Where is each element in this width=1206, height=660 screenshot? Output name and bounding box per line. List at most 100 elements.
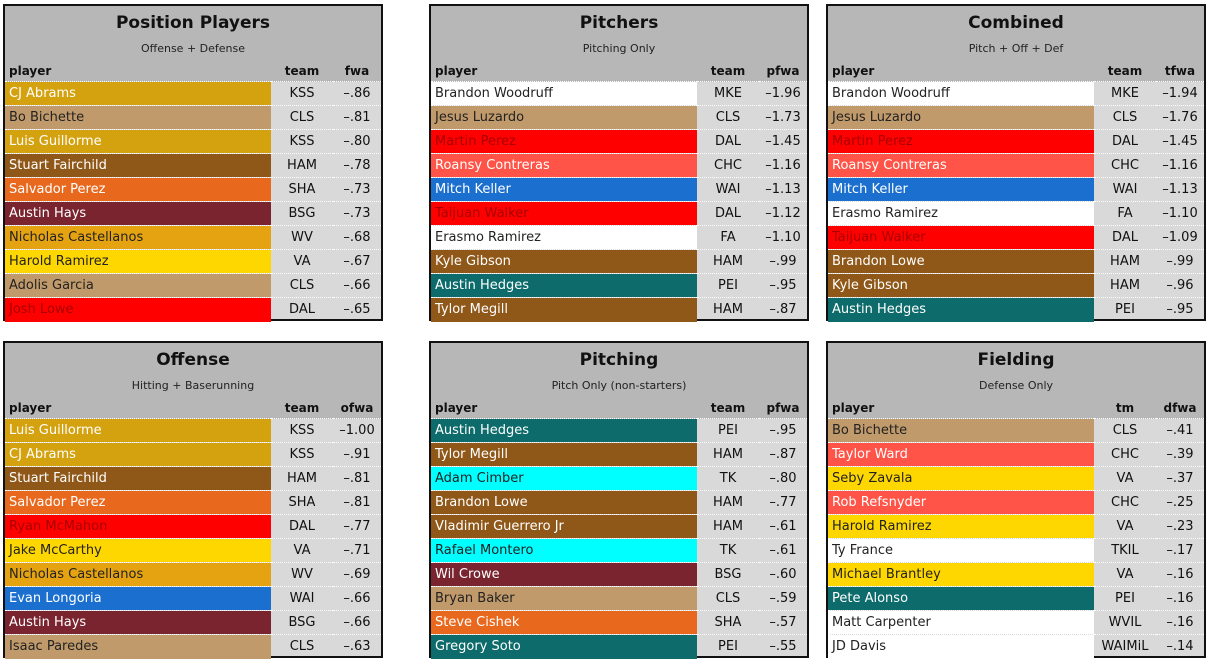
table-row: Wil Crowe BSG –.60 (431, 562, 807, 587)
team-cell: VA (1094, 514, 1156, 539)
table-row: Salvador Perez SHA –.73 (5, 177, 381, 202)
player-cell: Adam Cimber (431, 466, 697, 491)
team-cell: BSG (271, 610, 333, 635)
player-cell: Nicholas Castellanos (5, 225, 271, 250)
column-header: player (431, 61, 697, 82)
player-cell: Adolis Garcia (5, 273, 271, 298)
table-row: Austin Hays BSG –.66 (5, 610, 381, 635)
value-cell: –.16 (1156, 562, 1204, 587)
table-row: Adam Cimber TK –.80 (431, 466, 807, 491)
table-row: Michael Brantley VA –.16 (828, 562, 1204, 587)
player-cell: Gregory Soto (431, 634, 697, 659)
value-cell: –.60 (759, 562, 807, 587)
team-cell: WAIMiL (1094, 634, 1156, 659)
column-header: player (5, 398, 271, 419)
player-cell: Erasmo Ramirez (828, 201, 1094, 226)
player-cell: Wil Crowe (431, 562, 697, 587)
player-cell: Austin Hedges (431, 273, 697, 298)
ranking-table: player team tfwa Brandon Woodruff MKE –1.94 Je… (828, 61, 1204, 322)
value-cell: –.77 (759, 490, 807, 515)
table-row: Austin Hedges PEI –.95 (431, 273, 807, 298)
value-cell: –.86 (333, 81, 381, 106)
value-cell: –.59 (759, 586, 807, 611)
team-cell: MKE (697, 81, 759, 106)
player-cell: Erasmo Ramirez (431, 225, 697, 250)
team-cell: WV (271, 562, 333, 587)
panel-subtitle: Pitching Only (582, 42, 656, 55)
team-cell: HAM (697, 514, 759, 539)
player-cell: Harold Ramirez (5, 249, 271, 274)
value-cell: –1.96 (759, 81, 807, 106)
panel-title: Combined (968, 13, 1064, 33)
table-row: Rafael Montero TK –.61 (431, 538, 807, 563)
table-row: Nicholas Castellanos WV –.68 (5, 225, 381, 250)
team-cell: WVIL (1094, 610, 1156, 635)
column-header: player (431, 398, 697, 419)
value-cell: –.17 (1156, 538, 1204, 563)
value-cell: –.69 (333, 562, 381, 587)
panel-header: Pitching Pitch Only (non-starters) (431, 343, 807, 398)
value-cell: –.99 (759, 249, 807, 274)
panel-title: Offense (156, 350, 230, 370)
team-cell: CLS (1094, 105, 1156, 130)
table-row: Matt Carpenter WVIL –.16 (828, 610, 1204, 635)
ranking-table: player tm dfwa Bo Bichette CLS –.41 Taylor War… (828, 398, 1204, 659)
player-cell: Taijuan Walker (828, 225, 1094, 250)
value-cell: –.65 (333, 297, 381, 322)
value-cell: –.61 (759, 538, 807, 563)
table-row: Brandon Woodruff MKE –1.94 (828, 81, 1204, 106)
team-cell: HAM (1094, 249, 1156, 274)
team-cell: DAL (697, 201, 759, 226)
value-cell: –.23 (1156, 514, 1204, 539)
player-cell: Martin Perez (431, 129, 697, 154)
value-cell: –.68 (333, 225, 381, 250)
team-cell: CHC (1094, 490, 1156, 515)
table-row: Kyle Gibson HAM –.96 (828, 273, 1204, 298)
value-cell: –1.76 (1156, 105, 1204, 130)
player-cell: Brandon Woodruff (828, 81, 1094, 106)
table-row: Taijuan Walker DAL –1.09 (828, 225, 1204, 250)
player-cell: Isaac Paredes (5, 634, 271, 659)
player-cell: Kyle Gibson (431, 249, 697, 274)
team-cell: SHA (271, 177, 333, 202)
table-row: Austin Hays BSG –.73 (5, 201, 381, 226)
panel: Pitching Pitch Only (non-starters) player t… (429, 341, 809, 659)
table-row: Rob Refsnyder CHC –.25 (828, 490, 1204, 515)
player-cell: JD Davis (828, 634, 1094, 659)
value-cell: –.78 (333, 153, 381, 178)
player-cell: Harold Ramirez (828, 514, 1094, 539)
value-cell: –.55 (759, 634, 807, 659)
column-header: ofwa (333, 398, 381, 419)
value-cell: –.81 (333, 490, 381, 515)
table-row: Gregory Soto PEI –.55 (431, 634, 807, 659)
value-cell: –.41 (1156, 418, 1204, 443)
player-cell: Evan Longoria (5, 586, 271, 611)
player-cell: Jake McCarthy (5, 538, 271, 563)
table-row: Pete Alonso PEI –.16 (828, 586, 1204, 611)
team-cell: DAL (1094, 225, 1156, 250)
value-cell: –.80 (759, 466, 807, 491)
value-cell: –.61 (759, 514, 807, 539)
table-row: Salvador Perez SHA –.81 (5, 490, 381, 515)
table-row: Austin Hedges PEI –.95 (828, 297, 1204, 322)
panel-title: Fielding (977, 350, 1055, 370)
table-row: Mitch Keller WAI –1.13 (828, 177, 1204, 202)
value-cell: –.87 (759, 297, 807, 322)
value-cell: –1.45 (759, 129, 807, 154)
team-cell: DAL (271, 297, 333, 322)
team-cell: PEI (697, 273, 759, 298)
team-cell: FA (697, 225, 759, 250)
table-row: Brandon Lowe HAM –.99 (828, 249, 1204, 274)
panel-header: Offense Hitting + Baserunning (5, 343, 381, 398)
team-cell: KSS (271, 81, 333, 106)
player-cell: Tylor Megill (431, 442, 697, 467)
column-header: tm (1094, 398, 1156, 419)
team-cell: TK (697, 538, 759, 563)
value-cell: –.66 (333, 610, 381, 635)
value-cell: –.81 (333, 105, 381, 130)
table-row: Bryan Baker CLS –.59 (431, 586, 807, 611)
team-cell: BSG (271, 201, 333, 226)
table-row: Roansy Contreras CHC –1.16 (828, 153, 1204, 178)
team-cell: VA (1094, 562, 1156, 587)
panel-subtitle: Offense + Defense (140, 42, 246, 55)
